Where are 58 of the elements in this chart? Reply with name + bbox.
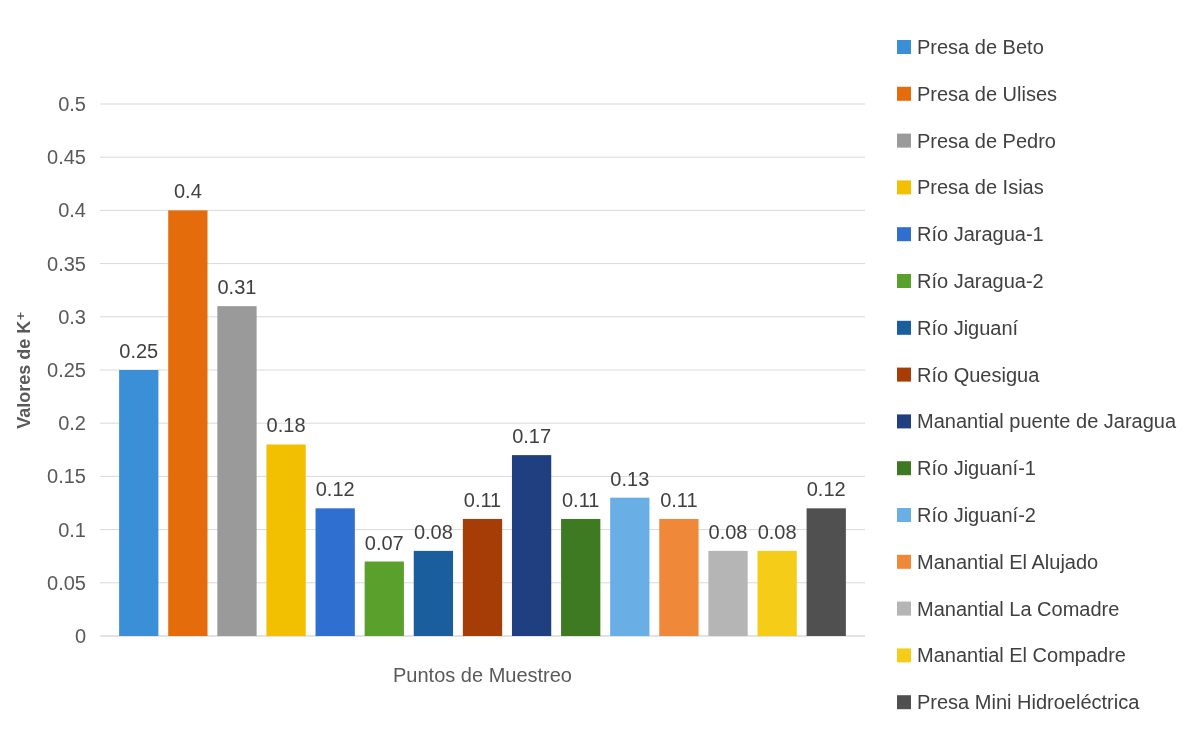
data-label: 0.11 xyxy=(561,488,600,511)
y-tick-label: 0.25 xyxy=(47,359,86,381)
data-label: 0.12 xyxy=(315,478,355,501)
data-label: 0.08 xyxy=(413,520,453,543)
legend-label: Manantial La Comadre xyxy=(917,597,1120,620)
bar xyxy=(119,370,159,636)
legend-label: Presa Mini Hidroeléctrica xyxy=(917,691,1141,714)
y-tick-label: 0.15 xyxy=(47,465,86,488)
data-label: 0.25 xyxy=(119,340,159,362)
legend-label: Río Quesigua xyxy=(917,363,1041,386)
legend-label: Río Jiguaní-2 xyxy=(917,504,1036,526)
data-label: 0.08 xyxy=(708,520,748,543)
x-tick-label: Puntos de Muestreo xyxy=(393,664,572,686)
legend-label: Río Jiguaní-1 xyxy=(917,457,1036,480)
legend-label: Río Jaragua-2 xyxy=(917,270,1044,292)
y-tick-label: 0.5 xyxy=(58,93,86,115)
legend-label: Manantial El Compadre xyxy=(917,644,1126,667)
data-label: 0.4 xyxy=(173,180,202,203)
data-label: 0.18 xyxy=(266,414,306,437)
data-label: 0.31 xyxy=(217,276,257,299)
bar xyxy=(561,518,601,636)
data-label: 0.11 xyxy=(660,488,698,511)
data-label: 0.17 xyxy=(512,425,552,448)
legend-label: Río Jiguaní xyxy=(917,316,1019,339)
legend-label: Presa de Pedro xyxy=(917,129,1056,152)
bar xyxy=(708,550,748,636)
y-tick-label: 0.1 xyxy=(58,518,86,541)
bar xyxy=(315,508,355,636)
legend-label: Presa de Beto xyxy=(917,36,1044,58)
bar xyxy=(610,497,650,636)
legend-label: Río Jaragua-1 xyxy=(917,223,1044,246)
y-axis-title: Valores de K⁺ xyxy=(14,311,34,429)
y-tick-label: 0.4 xyxy=(58,199,86,222)
y-tick-label: 0 xyxy=(74,625,86,647)
y-tick-label: 0.2 xyxy=(58,412,86,435)
bar xyxy=(757,550,797,636)
legend-label: Presa de Isias xyxy=(917,176,1044,199)
y-tick-label: 0.05 xyxy=(47,571,86,594)
data-label: 0.11 xyxy=(463,488,502,511)
y-tick-label: 0.35 xyxy=(47,252,86,275)
data-label: 0.08 xyxy=(757,520,797,543)
bar xyxy=(413,550,454,636)
legend-label: Manantial puente de Jaragua xyxy=(917,410,1177,433)
data-label: 0.13 xyxy=(610,467,650,490)
bar xyxy=(806,508,846,636)
bar xyxy=(266,444,306,636)
y-tick-label: 0.45 xyxy=(47,146,86,169)
data-label: 0.07 xyxy=(364,531,404,554)
bar xyxy=(168,210,208,636)
legend-label: Manantial El Alujado xyxy=(917,550,1099,573)
y-tick-label: 0.3 xyxy=(58,305,86,328)
bar xyxy=(462,518,503,636)
bar xyxy=(217,306,257,636)
legend-label: Presa de Ulises xyxy=(917,82,1058,105)
bar xyxy=(364,561,404,636)
bar xyxy=(511,455,552,636)
bar xyxy=(659,518,699,636)
data-label: 0.12 xyxy=(806,478,846,501)
